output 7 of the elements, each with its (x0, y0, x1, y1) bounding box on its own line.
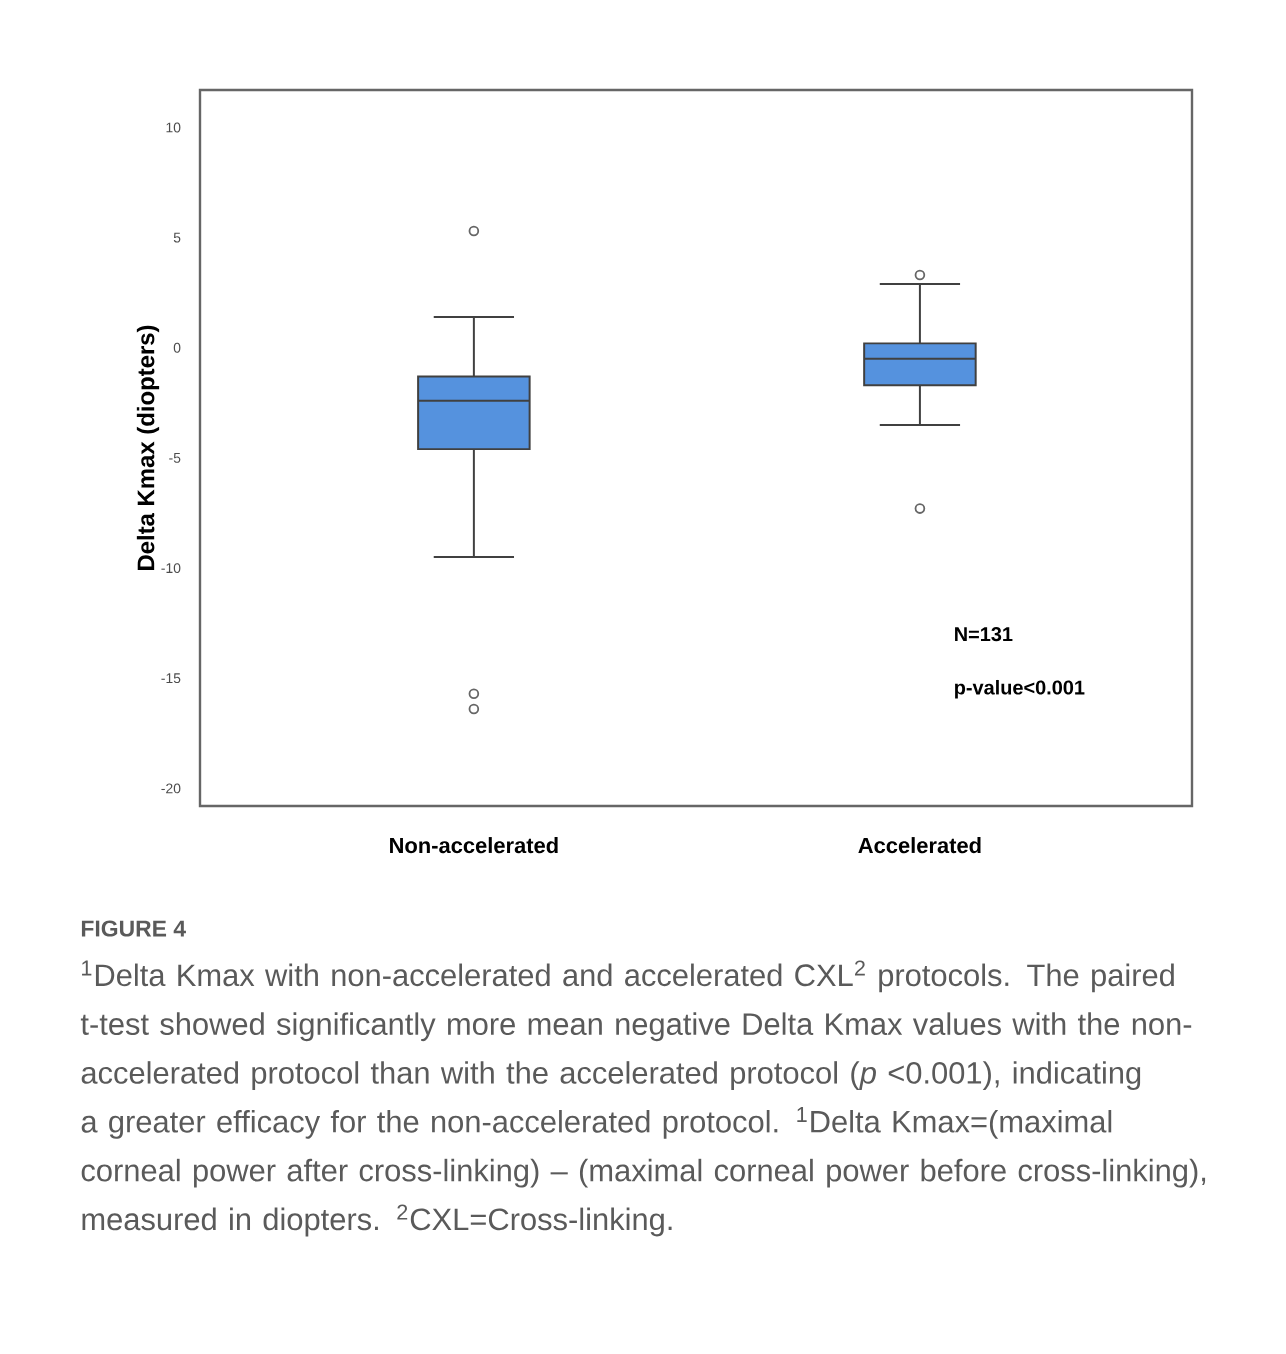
annotation: N=131 (955, 627, 1013, 642)
y-axis-title: Delta Kmax (diopters) (136, 325, 160, 570)
text: $^{1}$Delta Kmax with non-accelerated and accelerated CXL$^{2}$ protocols. The paired t-test showed significantly more mean negative Delta Kmax values with the non-accelerated protocol than with the accelerated protocol (p <0.001), indicating a greater efficacy for the non-accelerated protocol. $^{1}$Delta Kmax=(maximal corneal power after cross-linking) – (maximal corneal power before cross-linking), measured in diopters. $^{2}$CXL=Cross-linking. (80, 960, 1206, 1237)
caption: FIGURE 4 (81, 920, 186, 937)
annotation: p-value<0.001 (955, 679, 1085, 699)
x-tick-label: Non-accelerated (390, 837, 558, 854)
x-tick-label: Accelerated (858, 837, 981, 854)
